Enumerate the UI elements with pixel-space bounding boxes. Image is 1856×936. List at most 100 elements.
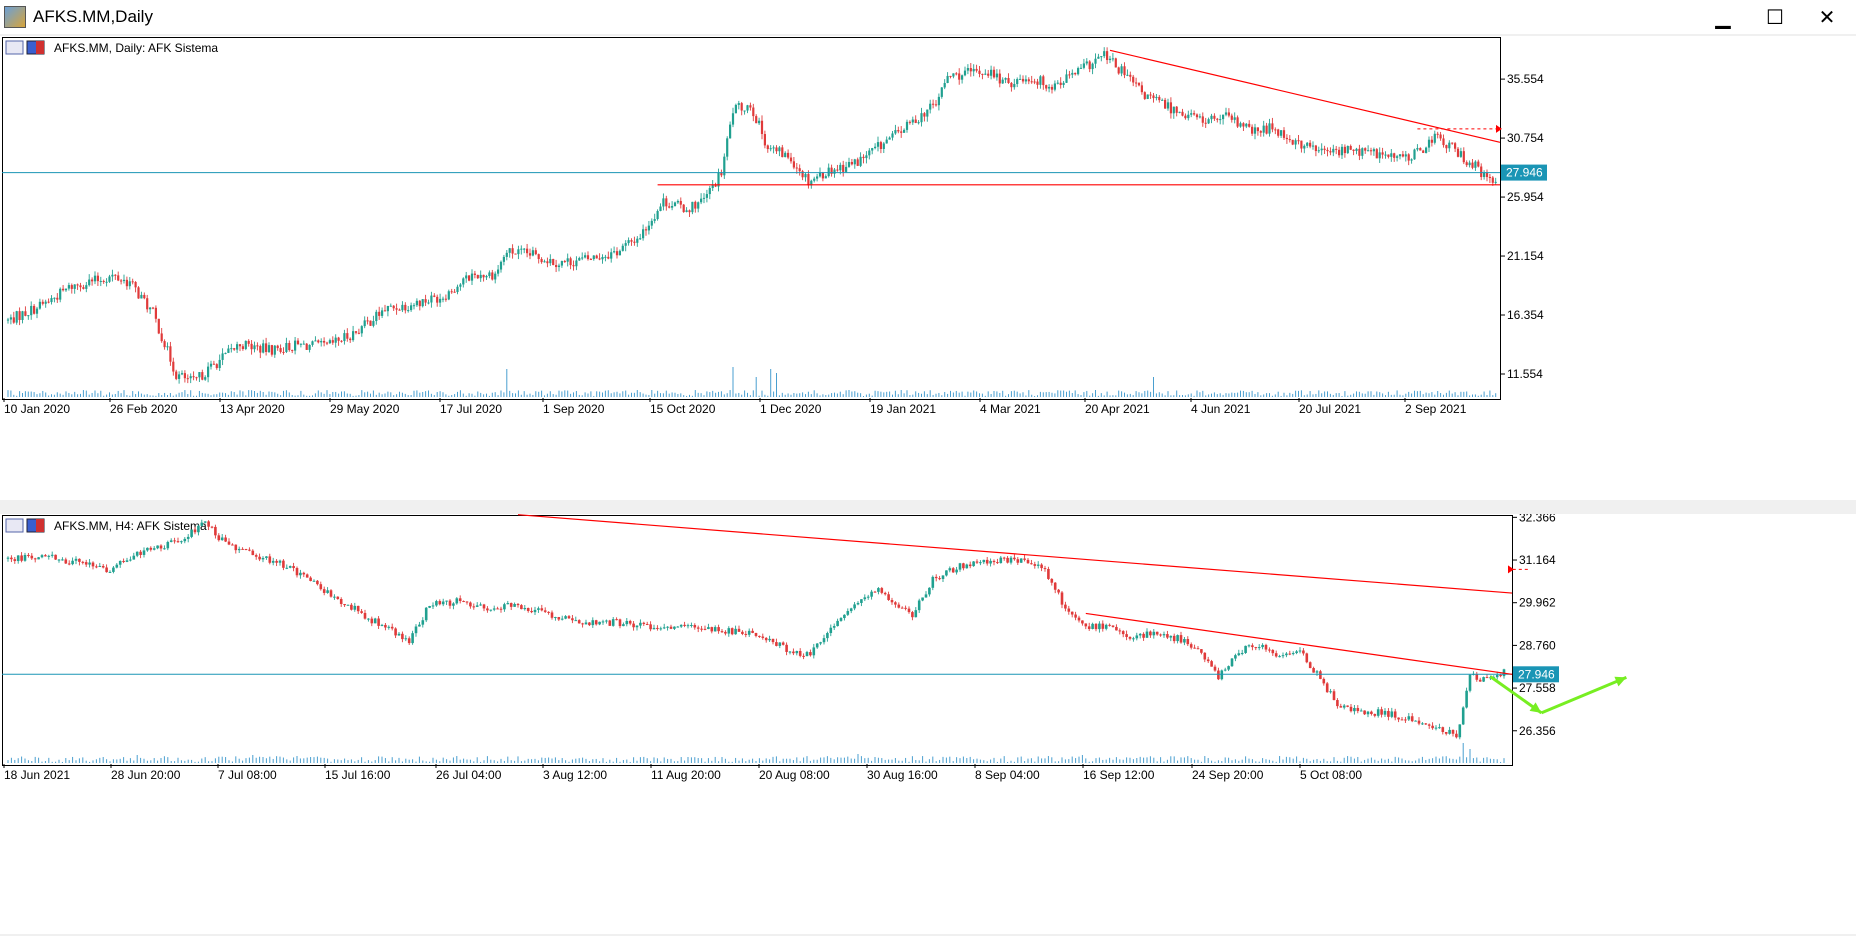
candle-body	[1454, 143, 1457, 149]
y-tick-label: 11.554	[1507, 367, 1543, 381]
candle-body	[38, 301, 41, 309]
title-bar: AFKS.MM,Daily ▁ ☐ ✕	[0, 0, 1856, 34]
candle-body	[15, 311, 18, 323]
minimize-button[interactable]: ▁	[1700, 0, 1746, 34]
candle-body	[1103, 51, 1106, 57]
candle-body	[1050, 578, 1054, 583]
candle-body	[1036, 564, 1040, 566]
candle-body	[822, 638, 826, 643]
candle-body	[108, 571, 112, 573]
candle-body	[908, 121, 911, 123]
candle-body	[992, 69, 996, 78]
candle-body	[273, 345, 276, 355]
candle-body	[1045, 85, 1048, 89]
candle-body	[146, 547, 149, 551]
candle-body	[751, 630, 754, 633]
maximize-button[interactable]: ☐	[1752, 0, 1798, 34]
candle-body	[412, 305, 416, 307]
candle-body	[1213, 115, 1216, 119]
candle-body	[35, 308, 39, 314]
candle-body	[392, 305, 395, 309]
candle-body	[819, 642, 822, 644]
candle-body	[190, 529, 193, 537]
candle-body	[595, 255, 598, 259]
candle-body	[262, 343, 265, 353]
candle-body	[845, 166, 848, 172]
candle-body	[1349, 145, 1352, 150]
candle-body	[1115, 626, 1118, 631]
candle-body	[1349, 706, 1353, 712]
candle-body	[1172, 106, 1175, 114]
candle-body	[33, 305, 36, 314]
daily-chart[interactable]: AFKS.MM, Daily: AFK Sistema 35.554 30.754 2…	[0, 36, 1856, 500]
x-tick-label: 29 May 2020	[330, 402, 400, 416]
candle-body	[775, 642, 778, 646]
candle-body	[686, 625, 690, 627]
candle-body	[720, 631, 724, 633]
candle-body	[410, 305, 413, 311]
candle-body	[1262, 125, 1265, 133]
candle-body	[1009, 557, 1013, 563]
candle-body	[673, 626, 676, 629]
candle-body	[78, 558, 81, 562]
candle-body	[601, 621, 605, 623]
candle-body	[883, 592, 887, 595]
candle-body	[1364, 148, 1367, 151]
candle-body	[1383, 710, 1387, 715]
candle-body	[874, 146, 877, 149]
close-button[interactable]: ✕	[1804, 0, 1850, 34]
candle-body	[129, 559, 132, 561]
candle-body	[870, 591, 873, 597]
candle-body	[1485, 172, 1489, 178]
h4-chart[interactable]: AFKS.MM, H4: AFK Sistema 32.366 31.164 29.9…	[0, 514, 1856, 934]
short-downtrend-line	[1085, 612, 1513, 675]
candle-body	[1056, 82, 1059, 84]
candle-body	[479, 274, 482, 279]
candle-body	[1393, 711, 1397, 718]
candle-body	[105, 281, 108, 283]
candle-body	[320, 340, 323, 343]
candle-body	[270, 345, 273, 355]
candle-body	[278, 560, 282, 563]
candle-body	[1019, 78, 1022, 80]
candle-body	[900, 131, 903, 133]
daily-chart-panel[interactable]: AFKS.MM, Daily: AFK Sistema 35.554 30.754 2…	[0, 36, 1856, 500]
x-tick-label: 4 Mar 2021	[980, 402, 1041, 416]
candle-body	[598, 258, 601, 260]
candle-body	[955, 569, 958, 573]
window-title: AFKS.MM,Daily	[33, 7, 153, 26]
candle-body	[1152, 95, 1155, 99]
candle-body	[475, 605, 479, 607]
candle-body	[552, 259, 555, 266]
candle-body	[469, 602, 472, 607]
candle-body	[711, 185, 714, 189]
candle-body	[1161, 99, 1164, 101]
candle-body	[111, 274, 114, 277]
h4-chart-panel[interactable]: AFKS.MM, H4: AFK Sistema 32.366 31.164 29.9…	[0, 514, 1856, 934]
candle-body	[384, 624, 387, 628]
y-tick-label: 27.558	[1519, 681, 1556, 695]
candle-body	[1091, 623, 1094, 629]
candle-body	[1339, 706, 1343, 708]
y-tick-label: 31.164	[1519, 553, 1556, 567]
candle-body	[1021, 78, 1025, 82]
candle-body	[84, 562, 88, 565]
candle-body	[1433, 133, 1436, 143]
candle-body	[176, 541, 180, 543]
candle-body	[763, 134, 766, 146]
candle-body	[230, 348, 233, 350]
x-tick-label: 10 Jan 2020	[4, 402, 70, 416]
candle-body	[1094, 623, 1098, 630]
candle-body	[1424, 723, 1428, 725]
candle-body	[1097, 56, 1100, 59]
candle-body	[180, 373, 184, 375]
candle-body	[96, 275, 99, 282]
candle-body	[1340, 146, 1344, 156]
candle-body	[372, 321, 375, 326]
x-tick-label: 20 Aug 08:00	[759, 768, 830, 782]
candle-body	[207, 521, 210, 527]
candle-body	[157, 318, 160, 334]
candle-body	[1458, 724, 1462, 738]
candle-body	[911, 119, 914, 123]
chart-title: AFKS.MM, H4: AFK Sistema	[54, 519, 207, 533]
